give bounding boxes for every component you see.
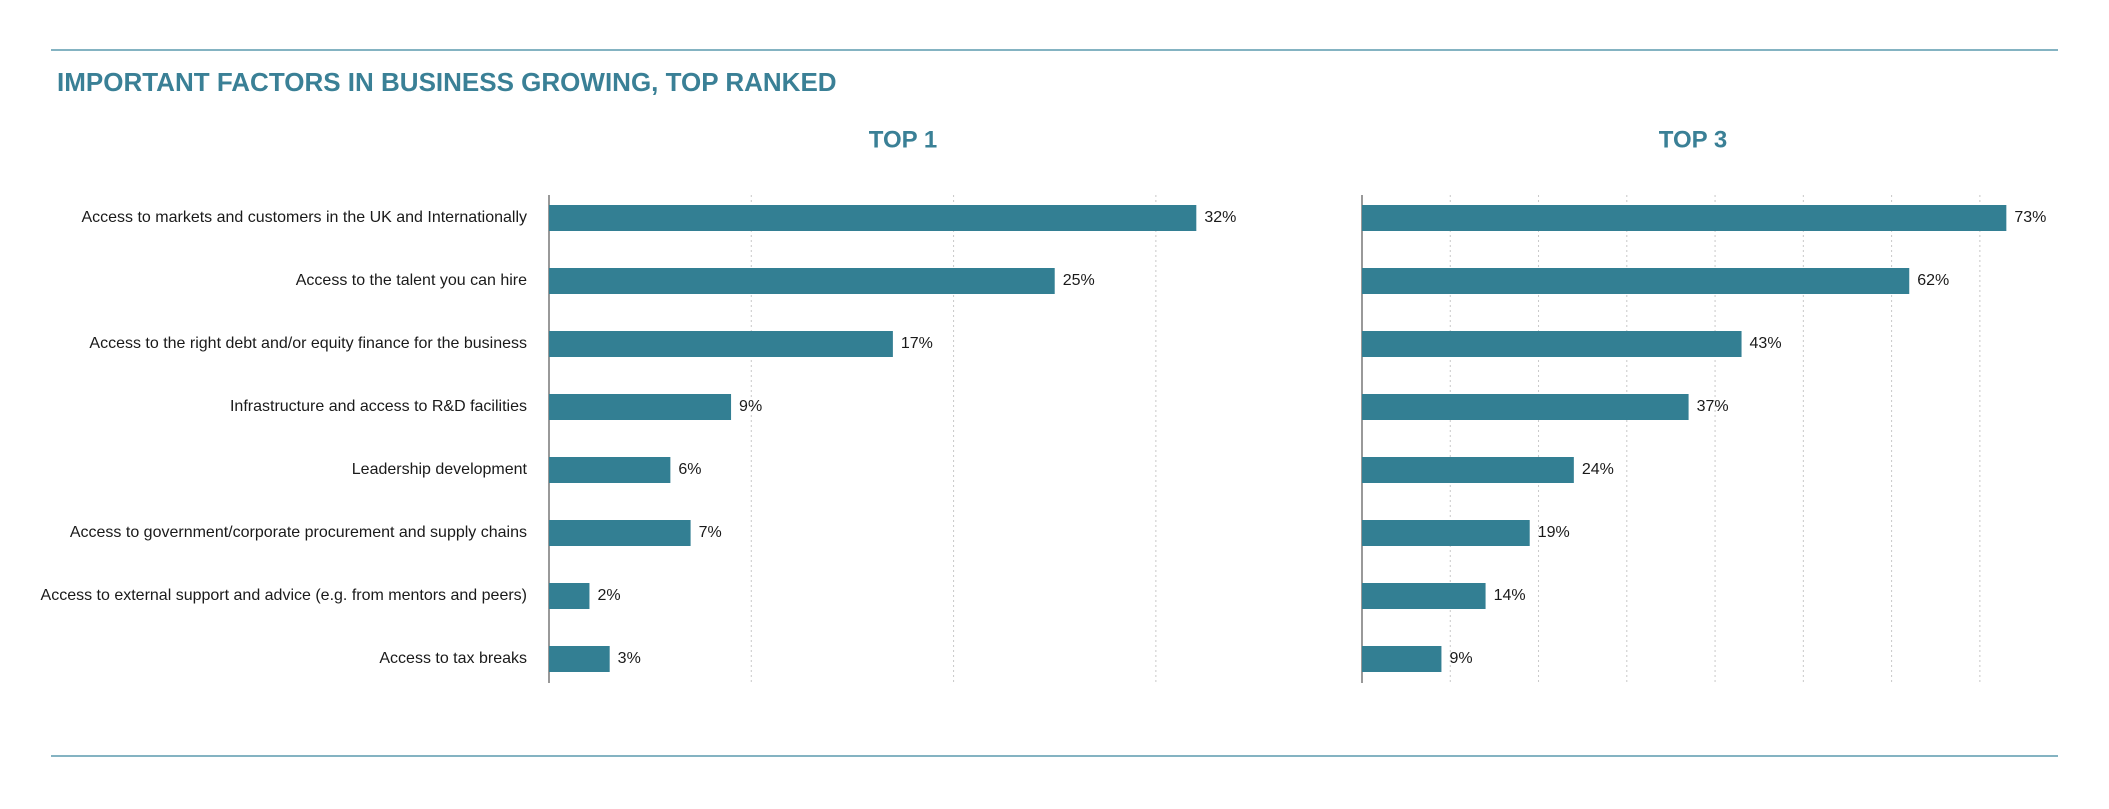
bar <box>1362 268 1910 294</box>
value-label: 62% <box>1917 272 1949 289</box>
bar <box>549 646 610 672</box>
bar <box>549 520 691 546</box>
category-label: Access to external support and advice (e… <box>41 587 527 604</box>
value-label: 43% <box>1750 335 1782 352</box>
page-title: IMPORTANT FACTORS IN BUSINESS GROWING, T… <box>57 67 837 97</box>
bar <box>1362 331 1742 357</box>
category-label: Access to tax breaks <box>379 650 527 667</box>
value-label: 17% <box>901 335 933 352</box>
bar <box>549 331 893 357</box>
value-label: 9% <box>1449 650 1472 667</box>
category-label: Access to the right debt and/or equity f… <box>89 335 527 352</box>
value-label: 37% <box>1697 398 1729 415</box>
chart-title: TOP 1 <box>869 126 937 153</box>
value-label: 73% <box>2014 209 2046 226</box>
value-label: 2% <box>597 587 620 604</box>
bar <box>1362 520 1530 546</box>
category-label: Access to the talent you can hire <box>296 272 527 289</box>
bar <box>549 268 1055 294</box>
bar <box>549 205 1197 231</box>
category-label: Access to government/corporate procureme… <box>70 524 527 541</box>
value-label: 3% <box>618 650 641 667</box>
category-label: Leadership development <box>352 461 528 478</box>
value-label: 14% <box>1494 587 1526 604</box>
value-label: 25% <box>1063 272 1095 289</box>
bar <box>1362 205 2007 231</box>
bar <box>1362 583 1486 609</box>
category-label: Access to markets and customers in the U… <box>81 209 527 226</box>
chart-title: TOP 3 <box>1659 126 1727 153</box>
bar <box>1362 457 1574 483</box>
bar <box>549 457 671 483</box>
value-label: 24% <box>1582 461 1614 478</box>
bar <box>1362 646 1442 672</box>
bar <box>549 583 590 609</box>
value-label: 32% <box>1204 209 1236 226</box>
value-label: 6% <box>678 461 701 478</box>
category-label: Infrastructure and access to R&D facilit… <box>230 398 527 415</box>
value-label: 7% <box>699 524 722 541</box>
value-label: 9% <box>739 398 762 415</box>
bar <box>549 394 732 420</box>
value-label: 19% <box>1538 524 1570 541</box>
bar <box>1362 394 1689 420</box>
